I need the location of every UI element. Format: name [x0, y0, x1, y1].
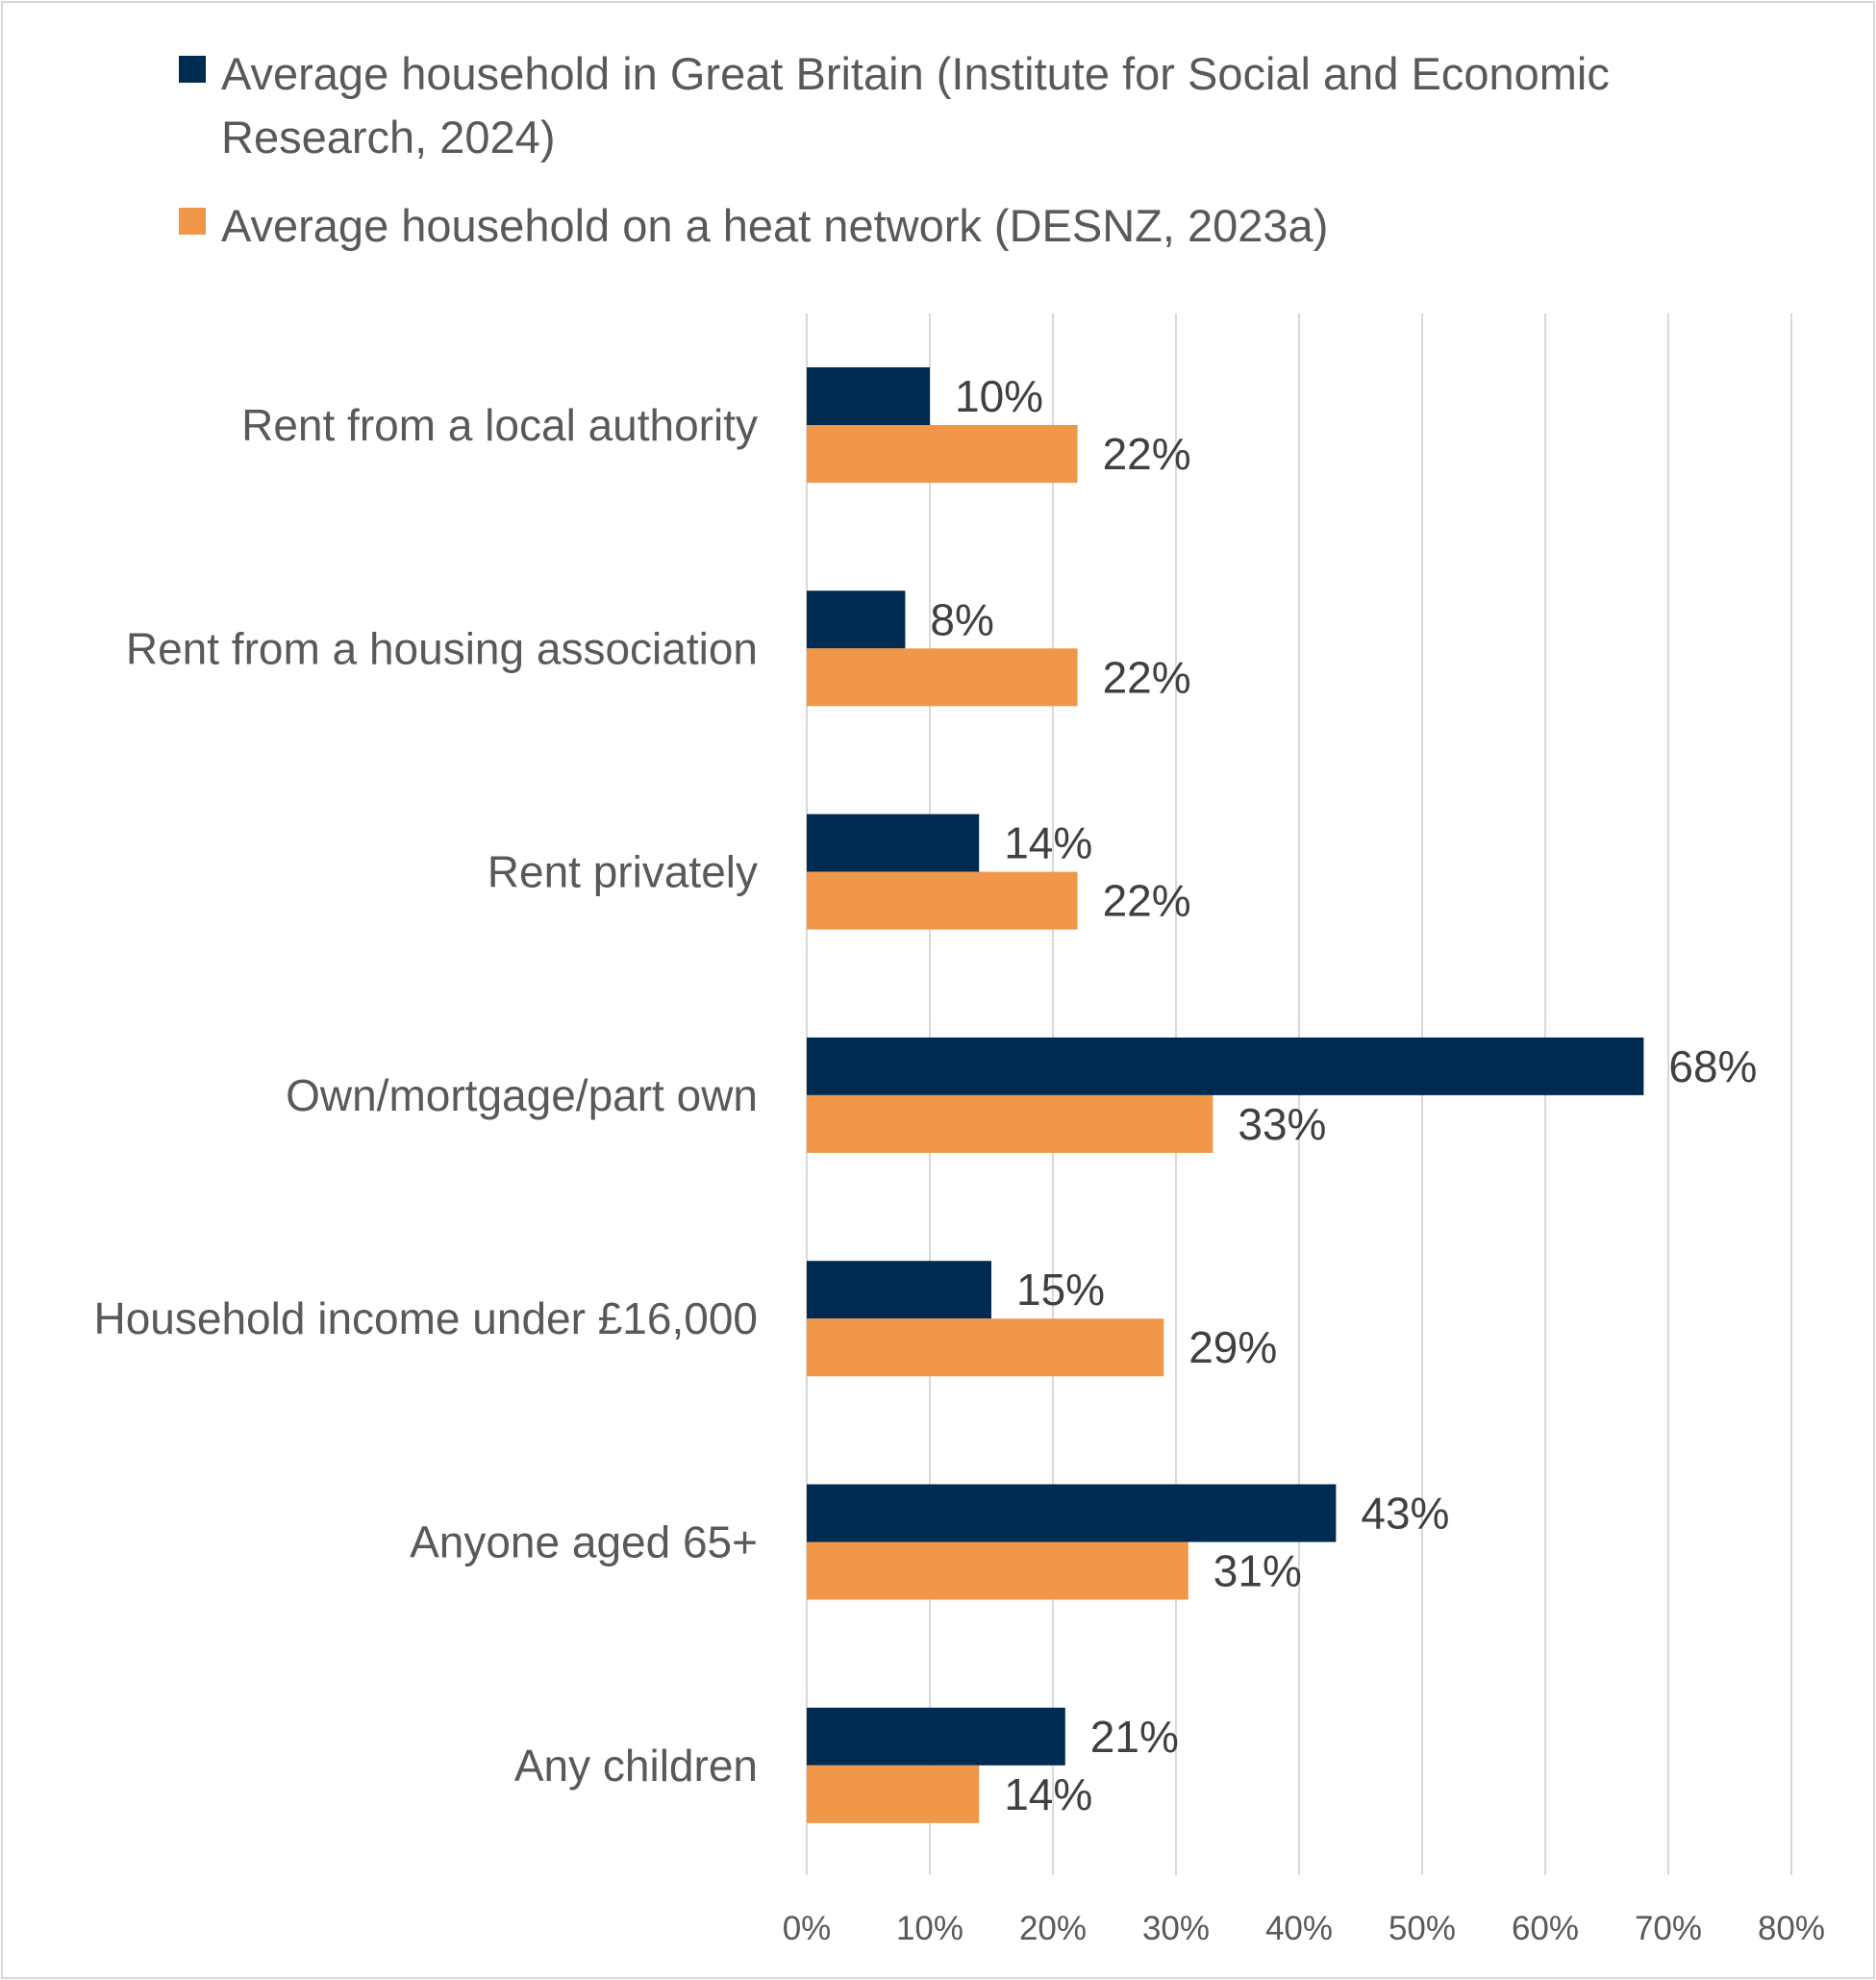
x-tick-label: 30% [1142, 1910, 1210, 1947]
bar-heat [807, 648, 1078, 707]
bar-gb [807, 814, 980, 872]
x-tick-label: 20% [1019, 1910, 1087, 1947]
data-label: 31% [1213, 1546, 1302, 1596]
category-label: Rent from a local authority [241, 400, 758, 450]
bar-gb [807, 1707, 1065, 1766]
category-label: Household income under £16,000 [94, 1293, 759, 1343]
category-label: Any children [514, 1741, 758, 1791]
bar-heat [807, 1094, 1213, 1153]
category-label: Anyone aged 65+ [410, 1517, 758, 1567]
bar-gb [807, 1484, 1337, 1542]
bar-heat [807, 1318, 1164, 1377]
bar-gb [807, 1261, 991, 1319]
x-tick-label: 80% [1758, 1910, 1825, 1947]
bar-heat [807, 1765, 980, 1823]
data-label: 33% [1238, 1099, 1326, 1149]
data-label: 68% [1668, 1041, 1757, 1091]
bar-gb [807, 367, 930, 425]
legend-item-gb: Average household in Great Britain (Inst… [179, 42, 1721, 169]
data-label: 14% [1004, 1769, 1092, 1819]
bar-heat [807, 425, 1078, 483]
bar-gb [807, 1037, 1644, 1095]
legend-label-heat: Average household on a heat network (DES… [221, 200, 1329, 251]
category-label: Own/mortgage/part own [286, 1070, 758, 1120]
x-tick-label: 50% [1388, 1910, 1456, 1947]
data-label: 43% [1361, 1489, 1449, 1539]
data-label: 29% [1188, 1322, 1277, 1372]
data-label: 21% [1090, 1712, 1179, 1762]
category-label: Rent from a housing association [126, 623, 758, 673]
data-label: 15% [1016, 1265, 1105, 1315]
x-tick-label: 40% [1265, 1910, 1333, 1947]
data-label: 8% [930, 594, 993, 644]
data-label: 22% [1103, 876, 1191, 926]
legend-label-gb: Average household in Great Britain (Inst… [221, 48, 1610, 163]
x-tick-label: 0% [783, 1910, 832, 1947]
x-tick-label: 10% [896, 1910, 963, 1947]
x-tick-label: 60% [1512, 1910, 1579, 1947]
x-tick-label: 70% [1635, 1910, 1702, 1947]
data-label: 14% [1004, 818, 1092, 868]
bar-gb [807, 590, 906, 649]
data-label: 22% [1103, 429, 1191, 479]
data-label: 10% [955, 371, 1043, 421]
legend-swatch-heat [179, 208, 206, 235]
category-label: Rent privately [488, 847, 758, 897]
bar-heat [807, 871, 1078, 930]
legend-swatch-gb [179, 56, 206, 83]
data-label: 22% [1103, 652, 1191, 702]
legend-item-heat: Average household on a heat network (DES… [179, 194, 1721, 258]
bar-heat [807, 1541, 1188, 1600]
